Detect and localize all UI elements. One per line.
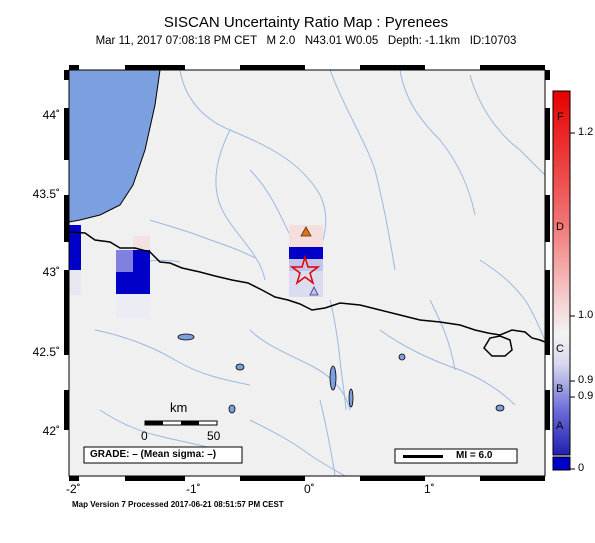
lakes xyxy=(177,333,505,414)
grade-label: GRADE: – (Mean sigma: –) xyxy=(90,449,217,460)
lon-label: 0˚ xyxy=(304,482,315,496)
colorbar-letter: F xyxy=(557,111,564,123)
lon-label: 1˚ xyxy=(424,482,435,496)
colorbar-value: 1.2 xyxy=(578,126,594,138)
scale-bar-graphic xyxy=(144,420,218,426)
colorbar-letter: A xyxy=(556,420,564,432)
lat-label: 42.5˚ xyxy=(32,345,60,359)
uncertainty-cells xyxy=(69,225,323,318)
colorbar-zero-swatch xyxy=(552,456,571,471)
station-triangle-2 xyxy=(309,286,319,296)
colorbar xyxy=(552,90,571,456)
lon-label: -2˚ xyxy=(66,482,81,496)
lat-label: 43.5˚ xyxy=(32,187,60,201)
rivers xyxy=(94,69,546,477)
sea-area xyxy=(68,69,161,223)
colorbar-value: 0.9 xyxy=(578,390,594,402)
colorbar-letter: B xyxy=(556,383,564,395)
colorbar-value: 0 xyxy=(578,462,585,474)
mi-box xyxy=(394,448,518,464)
lon-label: -1˚ xyxy=(186,482,201,496)
lat-label: 42˚ xyxy=(42,424,60,438)
mi-line xyxy=(403,455,443,458)
mi-label: MI = 6.0 xyxy=(456,450,493,461)
frame-ticks xyxy=(64,65,550,481)
footer-processed: Map Version 7 Processed 2017-06-21 08:51… xyxy=(72,500,284,509)
map-subtitle: Mar 11, 2017 07:08:18 PM CET M 2.0 N43.0… xyxy=(95,35,517,47)
colorbar-ticks xyxy=(570,132,575,470)
scale-bar-min: 0 xyxy=(141,429,148,443)
colorbar-letter: D xyxy=(556,221,564,233)
scale-bar-title: km xyxy=(170,400,188,415)
lat-label: 44˚ xyxy=(42,108,60,122)
colorbar-letter: C xyxy=(556,343,564,355)
epicenter-star xyxy=(289,254,321,285)
grade-box xyxy=(83,446,243,464)
colorbar-value: 0.9 xyxy=(578,374,594,386)
colorbar-value: 1.0 xyxy=(578,309,594,321)
map-title: SISCAN Uncertainty Ratio Map : Pyrenees xyxy=(163,14,449,31)
lat-label: 43˚ xyxy=(42,265,60,279)
border-line xyxy=(68,231,546,343)
enclave-border xyxy=(483,335,513,357)
scale-bar-max: 50 xyxy=(207,429,221,443)
station-triangle xyxy=(300,226,312,237)
